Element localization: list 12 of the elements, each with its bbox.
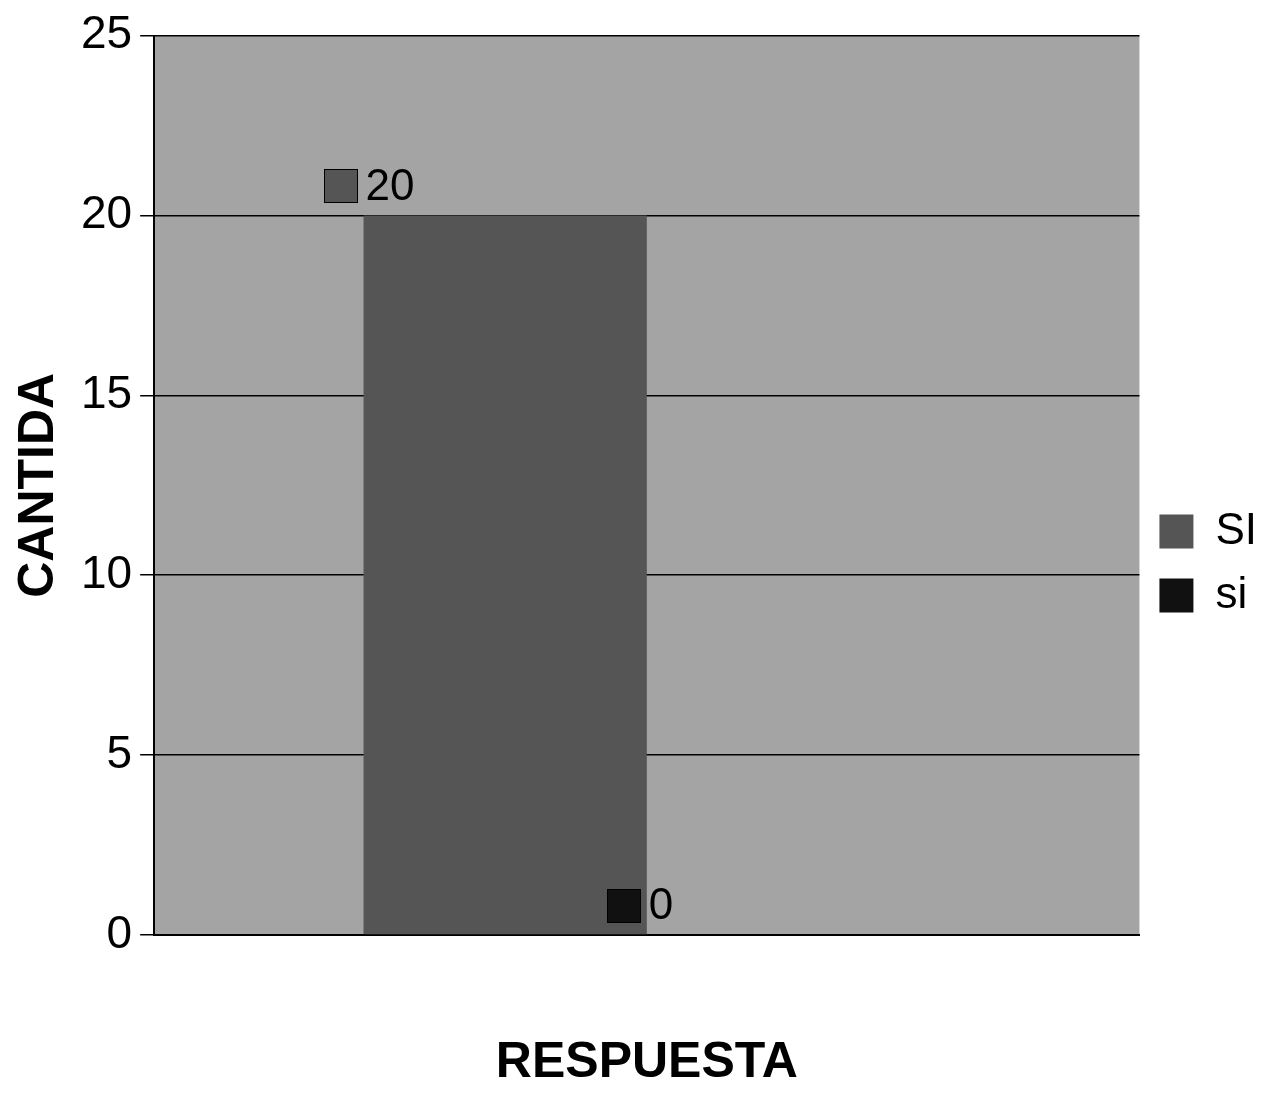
y-axis-title: CANTIDA (7, 372, 64, 598)
x-axis-title: RESPUESTA (495, 1031, 798, 1088)
y-tick-label: 10 (80, 545, 133, 598)
legend-label: SI (1215, 503, 1258, 553)
data-label: 20 (365, 159, 415, 209)
y-tick-label: 20 (80, 186, 133, 239)
y-tick-label: 5 (106, 725, 133, 778)
y-tick-label: 15 (80, 366, 133, 419)
data-label: 0 (648, 879, 674, 929)
y-tick-label: 0 (106, 905, 133, 958)
legend-label: si (1215, 567, 1248, 617)
y-tick-label: 25 (80, 6, 133, 59)
